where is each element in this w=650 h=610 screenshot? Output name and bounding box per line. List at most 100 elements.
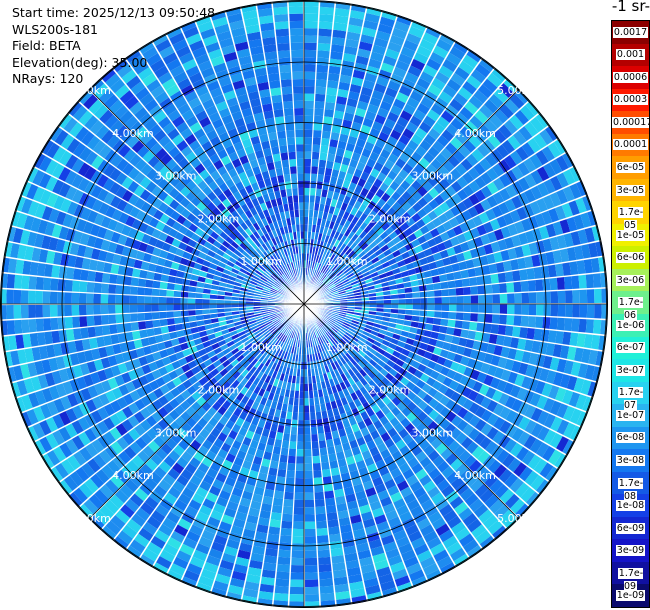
beta-cell	[514, 349, 525, 362]
beta-cell	[398, 85, 412, 97]
beta-cell	[374, 248, 383, 257]
beta-cell	[80, 269, 89, 282]
beta-cell	[317, 271, 323, 279]
beta-cell	[609, 288, 611, 303]
beta-cell	[393, 20, 410, 33]
beta-cell	[399, 511, 413, 523]
beta-cell	[242, 436, 252, 447]
beta-cell	[304, 434, 312, 442]
beta-cell	[86, 304, 94, 316]
beta-cell	[514, 373, 525, 387]
beta-cell	[265, 444, 274, 454]
beta-cell	[524, 255, 534, 268]
beta-cell	[173, 304, 181, 311]
beta-cell	[490, 148, 504, 163]
beta-cell	[93, 304, 101, 316]
beta-cell	[509, 150, 523, 165]
beta-cell	[300, 369, 304, 377]
beta-cell	[376, 217, 386, 227]
beta-cell	[353, 200, 362, 210]
beta-cell	[335, 495, 347, 505]
beta-cell	[437, 430, 450, 443]
beta-cell	[14, 274, 23, 290]
beta-cell	[556, 317, 565, 331]
beta-cell	[484, 474, 499, 489]
beta-cell	[335, 350, 343, 359]
beta-cell	[380, 448, 392, 459]
beta-cell	[503, 154, 517, 169]
beta-cell	[365, 362, 375, 371]
beta-cell	[465, 258, 475, 269]
beta-cell	[331, 264, 338, 272]
beta-cell	[158, 296, 167, 304]
beta-cell	[229, 577, 246, 589]
beta-cell	[476, 350, 487, 362]
beta-cell	[328, 284, 336, 290]
beta-cell	[180, 291, 189, 298]
beta-cell	[345, 352, 353, 361]
beta-cell	[366, 103, 379, 114]
beta-cell	[308, 383, 314, 391]
beta-cell	[339, 327, 347, 334]
beta-cell	[434, 71, 450, 85]
beta-cell	[394, 575, 411, 587]
beta-cell	[368, 347, 378, 355]
beta-cell	[296, 369, 301, 377]
beta-cell	[502, 260, 512, 272]
beta-cell	[445, 398, 457, 411]
beta-cell	[333, 392, 341, 401]
beta-cell	[330, 274, 338, 282]
beta-cell	[291, 419, 298, 428]
beta-cell	[373, 260, 382, 268]
beta-cell	[344, 370, 352, 380]
beta-cell	[503, 382, 515, 395]
beta-cell	[457, 86, 473, 101]
beta-cell	[421, 335, 431, 344]
beta-cell	[324, 278, 331, 285]
beta-cell	[542, 162, 556, 178]
beta-cell	[213, 534, 228, 546]
beta-cell	[458, 507, 474, 521]
beta-cell	[359, 386, 369, 396]
beta-cell	[107, 294, 116, 304]
beta-cell	[311, 144, 321, 153]
beta-cell	[308, 376, 313, 384]
beta-cell	[313, 346, 318, 354]
beta-cell	[477, 285, 486, 295]
beta-cell	[319, 447, 328, 456]
beta-cell	[317, 535, 330, 544]
beta-cell	[412, 297, 421, 304]
beta-cell	[319, 273, 326, 281]
beta-cell	[317, 352, 322, 361]
beta-cell	[345, 257, 353, 265]
beta-cell	[363, 327, 372, 334]
beta-cell	[304, 216, 309, 225]
beta-cell	[547, 141, 562, 158]
beta-cell	[545, 369, 557, 384]
beta-cell	[417, 492, 431, 505]
beta-cell	[568, 391, 581, 408]
beta-cell	[320, 265, 326, 273]
beta-cell	[398, 353, 408, 362]
beta-cell	[536, 291, 544, 304]
beta-cell	[449, 296, 457, 304]
beta-cell	[512, 326, 521, 338]
beta-cell	[371, 89, 384, 101]
beta-cell	[265, 547, 279, 557]
beta-cell	[423, 329, 432, 338]
beta-cell	[468, 427, 481, 441]
beta-cell	[357, 131, 369, 142]
beta-cell	[332, 161, 342, 171]
beta-cell	[321, 274, 327, 282]
beta-cell	[362, 19, 379, 31]
beta-cell	[331, 474, 342, 484]
beta-cell	[343, 333, 351, 341]
beta-cell	[93, 315, 102, 327]
beta-cell	[286, 411, 293, 420]
beta-cell	[280, 410, 287, 419]
beta-cell	[474, 189, 486, 202]
beta-cell	[486, 195, 498, 208]
beta-cell	[435, 152, 448, 165]
beta-cell	[407, 65, 422, 78]
beta-cell	[469, 478, 484, 493]
